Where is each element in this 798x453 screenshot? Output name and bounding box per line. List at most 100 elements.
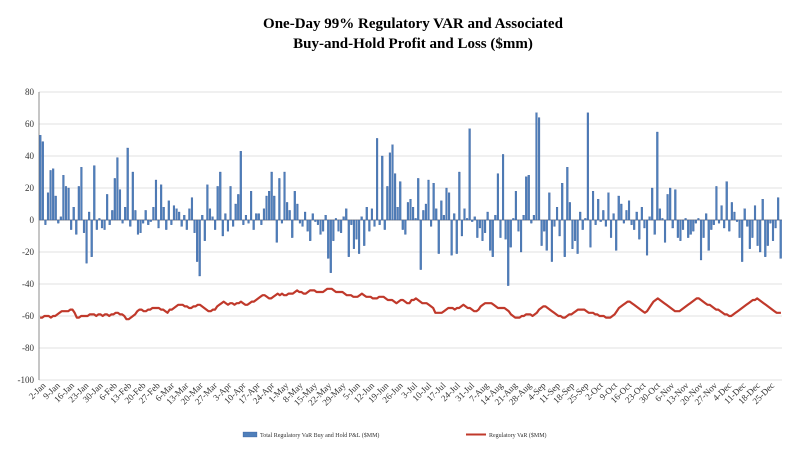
bar-pnl: [352, 219, 355, 249]
legend-label-bars: Total Regulatory VaR Buy and Hold P&L ($…: [260, 432, 379, 439]
bar-pnl: [442, 215, 445, 221]
bar-pnl: [604, 219, 607, 227]
bar-pnl: [131, 171, 134, 221]
bar-pnl: [288, 210, 291, 221]
bar-pnl: [558, 219, 561, 237]
bar-pnl: [268, 191, 271, 221]
bar-pnl: [717, 219, 721, 224]
bar-pnl: [57, 219, 60, 224]
bar-pnl: [478, 219, 481, 229]
bar-pnl: [725, 181, 728, 221]
bar-pnl: [329, 219, 332, 273]
bar-pnl: [67, 187, 70, 221]
y-tick-label: -80: [22, 343, 34, 353]
bar-pnl: [522, 215, 525, 221]
bar-pnl: [658, 208, 661, 221]
bar-pnl: [607, 192, 610, 221]
bar-pnl: [543, 219, 546, 232]
bar-pnl: [283, 171, 286, 221]
bar-pnl: [286, 202, 289, 221]
bar-pnl: [473, 216, 476, 221]
bar-pnl: [756, 219, 759, 246]
bar-pnl: [316, 219, 319, 225]
bar-pnl: [419, 219, 422, 270]
bar-pnl: [504, 219, 507, 240]
bar-pnl: [597, 199, 600, 221]
bar-pnl: [437, 219, 440, 254]
bar-pnl: [142, 219, 145, 224]
chart-title-line1: One-Day 99% Regulatory VAR and Associate…: [263, 16, 564, 32]
bar-pnl: [386, 186, 389, 221]
bar-pnl: [149, 219, 152, 222]
bar-pnl: [548, 192, 551, 221]
bar-pnl: [370, 208, 373, 221]
bar-pnl: [244, 215, 248, 221]
bar-pnl: [702, 219, 705, 238]
y-tick-label: -60: [22, 311, 34, 321]
bar-pnl: [586, 112, 589, 221]
bar-pnl: [666, 194, 669, 221]
bar-pnl: [237, 194, 240, 221]
bar-pnl: [260, 219, 263, 225]
bar-pnl: [735, 219, 739, 222]
bar-pnl: [730, 202, 733, 221]
bar-pnl: [720, 205, 723, 221]
bar-pnl: [221, 219, 224, 237]
bar-pnl: [72, 207, 75, 221]
bar-pnl: [185, 219, 188, 230]
bar-pnl: [550, 219, 553, 262]
bar-pnl: [278, 178, 281, 221]
bar-pnl: [113, 178, 116, 221]
bar-pnl: [520, 219, 523, 253]
bar-pnl: [378, 219, 381, 225]
bar-pnl: [512, 218, 515, 221]
bar-pnl: [234, 203, 237, 221]
bar-pnl: [417, 178, 420, 221]
y-tick-label: -40: [22, 279, 34, 289]
bar-pnl: [617, 195, 620, 221]
bar-pnl: [514, 191, 517, 221]
bar-pnl: [41, 141, 44, 221]
bar-pnl: [424, 203, 427, 221]
bar-pnl: [229, 186, 232, 221]
bar-pnl: [581, 219, 584, 230]
bar-pnl: [118, 189, 122, 221]
bar-pnl: [394, 173, 397, 221]
bar-pnl: [399, 181, 402, 221]
bar-pnl: [687, 219, 690, 238]
bar-pnl: [715, 186, 718, 221]
bar-pnl: [476, 219, 479, 238]
bar-pnl: [422, 210, 425, 221]
bar-pnl: [257, 213, 260, 221]
bar-pnl: [401, 219, 404, 230]
bar-pnl: [669, 187, 672, 221]
bar-pnl: [404, 219, 407, 235]
bar-pnl: [699, 219, 703, 261]
bar-pnl: [275, 219, 278, 243]
bar-pnl: [484, 219, 487, 233]
bar-pnl: [489, 219, 492, 251]
bar-pnl: [681, 219, 685, 230]
bar-pnl: [226, 219, 230, 232]
bar-pnl: [576, 219, 579, 254]
bar-pnl: [640, 207, 643, 221]
bar-pnl: [180, 219, 183, 227]
series-line-regulatory-var: [40, 287, 781, 321]
bar-pnl: [111, 210, 114, 221]
bar-pnl: [738, 219, 741, 238]
bar-pnl: [306, 219, 309, 232]
bar-pnl: [741, 219, 744, 262]
bar-pnl: [728, 219, 731, 232]
bar-pnl: [579, 211, 582, 221]
bar-pnl: [175, 208, 178, 221]
bar-pnl: [129, 219, 132, 227]
bar-pnl: [262, 208, 266, 221]
bar-pnl: [553, 219, 556, 227]
bar-pnl: [517, 219, 520, 232]
bar-pnl: [193, 219, 196, 233]
bar-pnl: [280, 219, 283, 224]
bar-pnl: [692, 219, 695, 232]
bar-pnl: [144, 210, 147, 221]
bar-pnl: [242, 219, 245, 225]
